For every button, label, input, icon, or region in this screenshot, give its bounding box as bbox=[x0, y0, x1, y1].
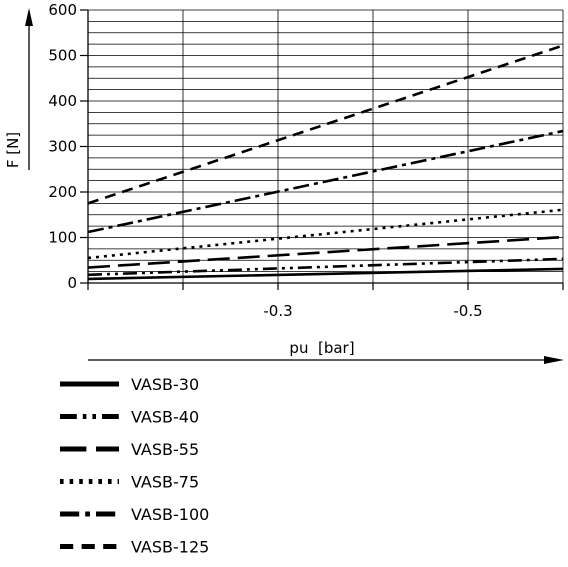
y-tick-label: 200 bbox=[48, 183, 77, 201]
x-tick-label: -0.5 bbox=[453, 302, 482, 320]
series-line-vasb-30 bbox=[87, 267, 564, 281]
series-line-vasb-55 bbox=[87, 235, 564, 269]
ticks: 0 100 200 300 400 500 600 -0.3 -0.5 bbox=[48, 1, 564, 320]
y-tick-label: 400 bbox=[48, 92, 77, 110]
y-tick-label: 600 bbox=[48, 1, 77, 19]
x-axis-label: pu [bar] bbox=[289, 339, 354, 357]
x-tick-label: -0.3 bbox=[263, 302, 292, 320]
series-lines bbox=[87, 44, 564, 281]
y-tick-label: 500 bbox=[48, 47, 77, 65]
legend-label: VASB-75 bbox=[131, 473, 199, 492]
legend-label: VASB-125 bbox=[131, 538, 209, 557]
y-arrow-head bbox=[25, 8, 33, 26]
legend-label: VASB-100 bbox=[131, 505, 209, 524]
y-tick-label: 100 bbox=[48, 229, 77, 247]
legend-label: VASB-40 bbox=[131, 408, 199, 427]
series-line-vasb-125 bbox=[87, 44, 564, 205]
series-line-vasb-40 bbox=[87, 257, 564, 277]
y-axis-label: F [N] bbox=[4, 132, 22, 168]
axes bbox=[25, 8, 564, 364]
legend-label: VASB-55 bbox=[131, 440, 199, 459]
y-tick-label: 0 bbox=[67, 274, 77, 292]
y-tick-label: 300 bbox=[48, 138, 77, 156]
legend-label: VASB-30 bbox=[131, 375, 199, 394]
x-arrow-head bbox=[544, 356, 564, 364]
legend: VASB-30 VASB-40 VASB-55 VASB-75 VASB-100 VASB… bbox=[60, 375, 209, 557]
series-line-vasb-100 bbox=[87, 129, 564, 234]
